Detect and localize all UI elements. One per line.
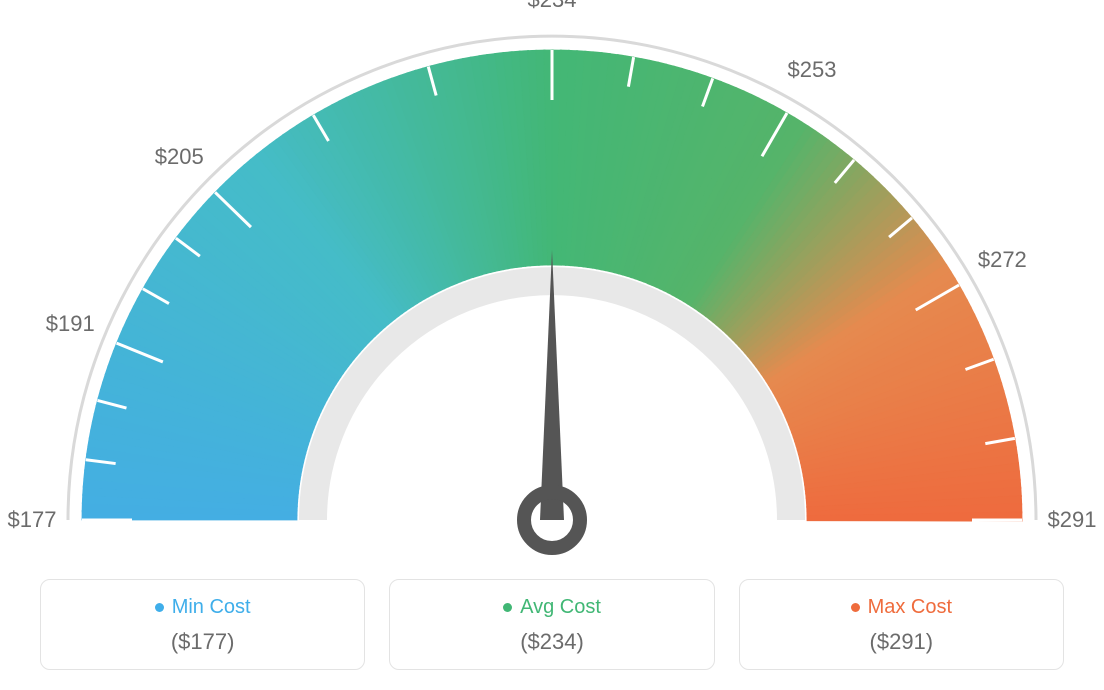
legend-title-text: Max Cost: [868, 596, 952, 619]
legend-dot-icon: [851, 603, 860, 612]
legend-value: ($177): [41, 629, 364, 655]
legend-title: Max Cost: [851, 596, 952, 619]
legend-card: Max Cost ($291): [739, 579, 1064, 670]
gauge-tick-label: $234: [528, 0, 577, 13]
gauge-tick-label: $177: [8, 507, 57, 533]
legend-title-text: Avg Cost: [520, 596, 601, 619]
legend-dot-icon: [503, 603, 512, 612]
legend-title-text: Min Cost: [172, 596, 251, 619]
legend-dot-icon: [155, 603, 164, 612]
gauge-tick-label: $272: [978, 247, 1027, 273]
legend-value: ($234): [390, 629, 713, 655]
legend-card: Min Cost ($177): [40, 579, 365, 670]
gauge-svg: [0, 0, 1104, 560]
legend-title: Min Cost: [155, 596, 251, 619]
legend-row: Min Cost ($177) Avg Cost ($234) Max Cost ($29…: [0, 579, 1104, 670]
gauge-tick-label: $253: [788, 57, 837, 83]
gauge-tick-label: $291: [1048, 507, 1097, 533]
cost-gauge: $177 $191 $205 $234 $253 $272 $291: [0, 0, 1104, 560]
gauge-tick-label: $191: [46, 311, 95, 337]
gauge-tick-label: $205: [155, 144, 204, 170]
legend-title: Avg Cost: [503, 596, 601, 619]
legend-card: Avg Cost ($234): [389, 579, 714, 670]
legend-value: ($291): [740, 629, 1063, 655]
